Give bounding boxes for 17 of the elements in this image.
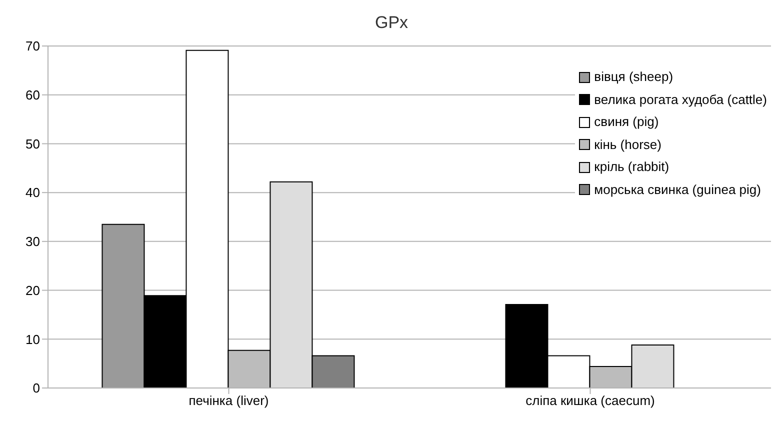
y-tick-label: 0 — [32, 380, 40, 396]
y-tick-label: 60 — [26, 87, 40, 102]
legend-label: велика рогата худоба (cattle) — [594, 90, 767, 109]
y-tick-label: 30 — [26, 234, 40, 250]
y-tick-label: 10 — [26, 332, 40, 347]
y-tick-label: 50 — [26, 136, 40, 152]
x-tick-label: печінка (liver) — [188, 393, 269, 408]
legend-label: кріль (rabbit) — [594, 158, 670, 176]
y-tick-label: 40 — [26, 185, 40, 200]
legend-label: кінь (horse) — [594, 136, 662, 154]
x-tick-label: сліпа кишка (caecum) — [526, 393, 655, 408]
chart-title: GPx — [374, 12, 410, 34]
y-tick-label: 70 — [26, 38, 40, 54]
y-tick-label: 20 — [26, 282, 40, 298]
legend-label: свиня (pig) — [594, 113, 659, 131]
legend-label: морська свинка (guinea pig) — [594, 180, 761, 199]
legend-label: вівця (sheep) — [594, 68, 674, 86]
